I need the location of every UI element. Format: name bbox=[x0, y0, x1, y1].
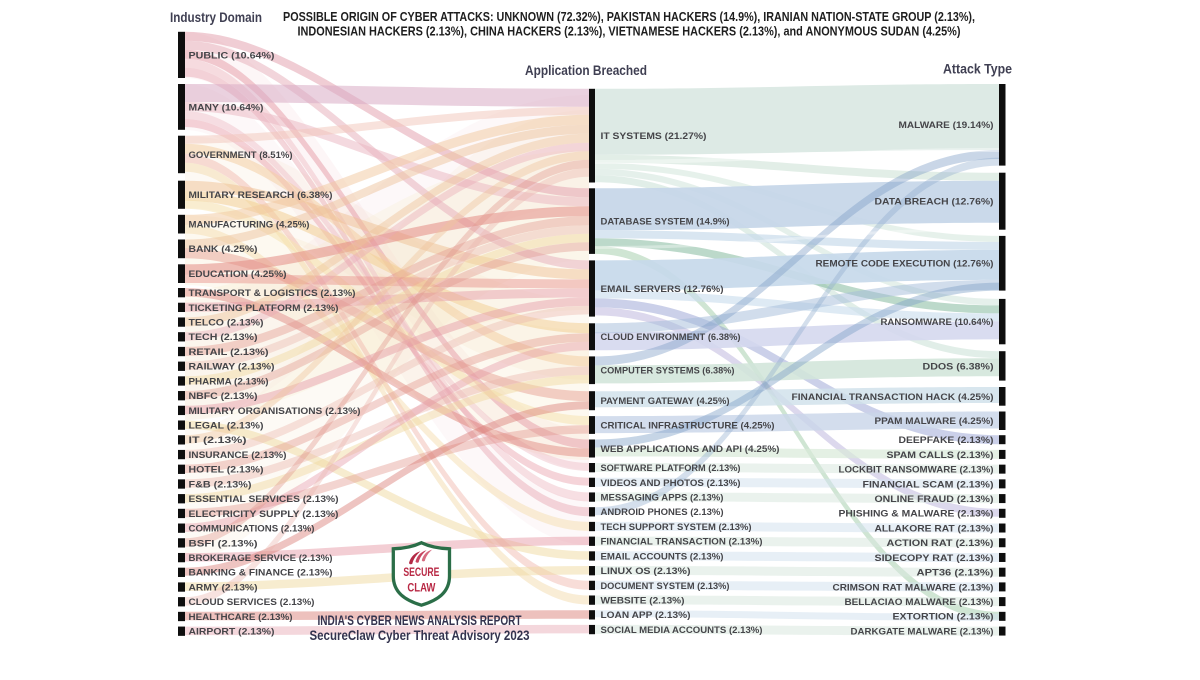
svg-text:ACTION RAT (2.13%): ACTION RAT (2.13%) bbox=[887, 538, 994, 549]
svg-text:SIDECOPY RAT (2.13%): SIDECOPY RAT (2.13%) bbox=[875, 553, 994, 564]
svg-text:MILITARY ORGANISATIONS (2.13%): MILITARY ORGANISATIONS (2.13%) bbox=[189, 406, 361, 417]
svg-text:DATA BREACH (12.76%): DATA BREACH (12.76%) bbox=[875, 197, 994, 208]
svg-text:LINUX OS (2.13%): LINUX OS (2.13%) bbox=[601, 566, 691, 577]
svg-text:ELECTRICITY SUPPLY (2.13%): ELECTRICITY SUPPLY (2.13%) bbox=[189, 509, 339, 520]
svg-text:MALWARE (19.14%): MALWARE (19.14%) bbox=[899, 120, 994, 131]
svg-text:PUBLIC (10.64%): PUBLIC (10.64%) bbox=[189, 50, 275, 61]
svg-text:WEB APPLICATIONS AND API (4.25: WEB APPLICATIONS AND API (4.25%) bbox=[601, 444, 780, 455]
svg-text:BANK (4.25%): BANK (4.25%) bbox=[189, 244, 258, 255]
svg-text:DDOS (6.38%): DDOS (6.38%) bbox=[923, 361, 994, 372]
svg-text:CRIMSON RAT MALWARE (2.13%): CRIMSON RAT MALWARE (2.13%) bbox=[833, 582, 994, 593]
svg-text:ANDROID PHONES (2.13%): ANDROID PHONES (2.13%) bbox=[601, 507, 724, 518]
svg-text:ALLAKORE RAT (2.13%): ALLAKORE RAT (2.13%) bbox=[875, 523, 994, 534]
svg-text:LEGAL (2.13%): LEGAL (2.13%) bbox=[189, 421, 264, 432]
svg-text:FINANCIAL TRANSACTION HACK (4.: FINANCIAL TRANSACTION HACK (4.25%) bbox=[792, 392, 994, 403]
svg-text:BROKERAGE SERVICE (2.13%): BROKERAGE SERVICE (2.13%) bbox=[189, 553, 333, 564]
svg-text:IT (2.13%): IT (2.13%) bbox=[189, 435, 247, 446]
svg-text:PPAM MALWARE (4.25%): PPAM MALWARE (4.25%) bbox=[875, 416, 994, 427]
svg-text:GOVERNMENT (8.51%): GOVERNMENT (8.51%) bbox=[189, 150, 293, 161]
svg-text:MILITARY RESEARCH (6.38%): MILITARY RESEARCH (6.38%) bbox=[189, 190, 333, 201]
svg-text:CRITICAL INFRASTRUCTURE (4.25%: CRITICAL INFRASTRUCTURE (4.25%) bbox=[601, 420, 775, 431]
svg-text:COMPUTER SYSTEMS (6.38%): COMPUTER SYSTEMS (6.38%) bbox=[601, 366, 735, 377]
svg-text:VIDEOS AND PHOTOS (2.13%): VIDEOS AND PHOTOS (2.13%) bbox=[601, 478, 741, 489]
svg-text:TELCO (2.13%): TELCO (2.13%) bbox=[189, 318, 264, 329]
svg-text:Industry Domain: Industry Domain bbox=[170, 10, 262, 25]
svg-text:DATABASE SYSTEM (14.9%): DATABASE SYSTEM (14.9%) bbox=[601, 217, 730, 228]
svg-text:CLAW: CLAW bbox=[407, 581, 435, 595]
svg-text:DARKGATE MALWARE (2.13%): DARKGATE MALWARE (2.13%) bbox=[851, 627, 994, 638]
svg-text:F&B (2.13%): F&B (2.13%) bbox=[189, 479, 252, 490]
svg-text:SecureClaw Cyber Threat Adviso: SecureClaw Cyber Threat Advisory 2023 bbox=[310, 628, 530, 643]
svg-text:EDUCATION (4.25%): EDUCATION (4.25%) bbox=[189, 269, 287, 280]
svg-text:ESSENTIAL SERVICES (2.13%): ESSENTIAL SERVICES (2.13%) bbox=[189, 494, 339, 505]
svg-text:EMAIL ACCOUNTS (2.13%): EMAIL ACCOUNTS (2.13%) bbox=[601, 551, 724, 562]
svg-text:MANUFACTURING (4.25%): MANUFACTURING (4.25%) bbox=[189, 220, 310, 231]
svg-text:LOAN APP (2.13%): LOAN APP (2.13%) bbox=[601, 610, 691, 621]
svg-text:DEEPFAKE (2.13%): DEEPFAKE (2.13%) bbox=[899, 435, 994, 446]
svg-text:INDONESIAN HACKERS (2.13%), CH: INDONESIAN HACKERS (2.13%), CHINA HACKER… bbox=[298, 24, 961, 39]
svg-text:RANSOMWARE (10.64%): RANSOMWARE (10.64%) bbox=[881, 317, 994, 328]
svg-text:APT36 (2.13%): APT36 (2.13%) bbox=[917, 568, 994, 579]
svg-text:PAYMENT GATEWAY (4.25%): PAYMENT GATEWAY (4.25%) bbox=[601, 396, 730, 407]
svg-text:INSURANCE (2.13%): INSURANCE (2.13%) bbox=[189, 450, 287, 461]
svg-text:SOCIAL MEDIA ACCOUNTS (2.13%): SOCIAL MEDIA ACCOUNTS (2.13%) bbox=[601, 625, 763, 636]
svg-text:NBFC (2.13%): NBFC (2.13%) bbox=[189, 391, 258, 402]
svg-text:REMOTE CODE EXECUTION (12.76%): REMOTE CODE EXECUTION (12.76%) bbox=[816, 259, 994, 270]
svg-text:BANKING & FINANCE (2.13%): BANKING & FINANCE (2.13%) bbox=[189, 568, 333, 579]
svg-text:HEALTHCARE (2.13%): HEALTHCARE (2.13%) bbox=[189, 612, 293, 623]
svg-text:INDIA'S CYBER NEWS ANALYSIS RE: INDIA'S CYBER NEWS ANALYSIS REPORT bbox=[318, 613, 523, 628]
svg-text:BELLACIAO MALWARE (2.13%): BELLACIAO MALWARE (2.13%) bbox=[845, 597, 994, 608]
svg-text:BSFI (2.13%): BSFI (2.13%) bbox=[189, 538, 258, 549]
svg-text:IT SYSTEMS (21.27%): IT SYSTEMS (21.27%) bbox=[601, 131, 707, 142]
svg-text:PHARMA (2.13%): PHARMA (2.13%) bbox=[189, 376, 269, 387]
svg-text:COMMUNICATIONS (2.13%): COMMUNICATIONS (2.13%) bbox=[189, 524, 315, 535]
svg-text:RETAIL (2.13%): RETAIL (2.13%) bbox=[189, 347, 269, 358]
svg-text:CLOUD SERVICES (2.13%): CLOUD SERVICES (2.13%) bbox=[189, 597, 315, 608]
svg-text:FINANCIAL SCAM (2.13%): FINANCIAL SCAM (2.13%) bbox=[863, 479, 994, 490]
svg-text:LOCKBIT RANSOMWARE (2.13%): LOCKBIT RANSOMWARE (2.13%) bbox=[839, 465, 994, 476]
svg-text:ONLINE FRAUD (2.13%): ONLINE FRAUD (2.13%) bbox=[875, 494, 994, 505]
svg-text:ARMY (2.13%): ARMY (2.13%) bbox=[189, 583, 258, 594]
svg-text:PHISHING & MALWARE (2.13%): PHISHING & MALWARE (2.13%) bbox=[839, 509, 994, 520]
svg-text:SECURE: SECURE bbox=[403, 565, 439, 579]
svg-text:TRANSPORT & LOGISTICS (2.13%): TRANSPORT & LOGISTICS (2.13%) bbox=[189, 288, 356, 299]
svg-text:MANY (10.64%): MANY (10.64%) bbox=[189, 102, 264, 113]
svg-text:MESSAGING APPS (2.13%): MESSAGING APPS (2.13%) bbox=[601, 493, 724, 504]
svg-text:RAILWAY (2.13%): RAILWAY (2.13%) bbox=[189, 362, 275, 373]
svg-text:TICKETING PLATFORM (2.13%): TICKETING PLATFORM (2.13%) bbox=[189, 303, 339, 314]
svg-text:SOFTWARE PLATFORM (2.13%): SOFTWARE PLATFORM (2.13%) bbox=[601, 463, 741, 474]
svg-text:EXTORTION (2.13%): EXTORTION (2.13%) bbox=[893, 612, 994, 623]
svg-text:FINANCIAL TRANSACTION (2.13%): FINANCIAL TRANSACTION (2.13%) bbox=[601, 537, 763, 548]
svg-text:TECH SUPPORT SYSTEM (2.13%): TECH SUPPORT SYSTEM (2.13%) bbox=[601, 522, 752, 533]
svg-text:CLOUD ENVIRONMENT (6.38%): CLOUD ENVIRONMENT (6.38%) bbox=[601, 332, 741, 343]
svg-text:POSSIBLE ORIGIN OF CYBER ATTAC: POSSIBLE ORIGIN OF CYBER ATTACKS: UNKNOW… bbox=[283, 9, 975, 24]
svg-text:DOCUMENT SYSTEM (2.13%): DOCUMENT SYSTEM (2.13%) bbox=[601, 581, 730, 592]
svg-text:SPAM CALLS (2.13%): SPAM CALLS (2.13%) bbox=[887, 450, 994, 461]
svg-text:EMAIL SERVERS (12.76%): EMAIL SERVERS (12.76%) bbox=[601, 284, 724, 295]
svg-text:TECH (2.13%): TECH (2.13%) bbox=[189, 332, 258, 343]
svg-text:HOTEL (2.13%): HOTEL (2.13%) bbox=[189, 465, 264, 476]
svg-text:Attack Type: Attack Type bbox=[943, 62, 1012, 77]
svg-text:Application Breached: Application Breached bbox=[525, 63, 647, 78]
svg-text:AIRPORT (2.13%): AIRPORT (2.13%) bbox=[189, 627, 275, 638]
svg-text:WEBSITE (2.13%): WEBSITE (2.13%) bbox=[601, 596, 685, 607]
